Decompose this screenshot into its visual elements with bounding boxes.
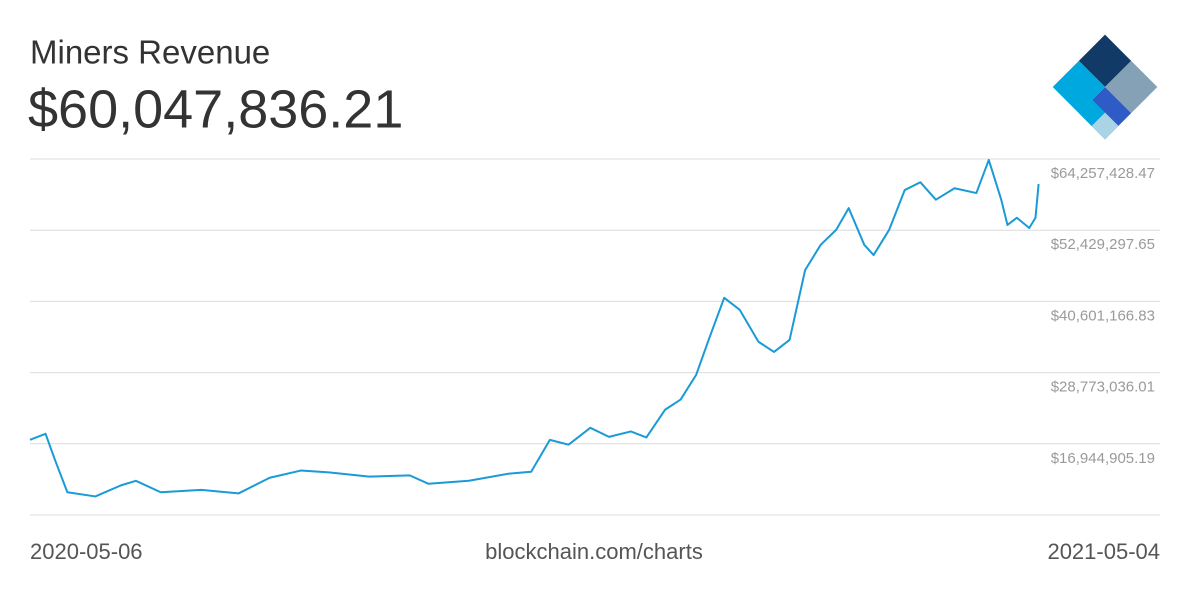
x-tick-label: 2020-05-06 (30, 539, 143, 564)
source-label: blockchain.com/charts (485, 539, 703, 564)
y-tick-label: $16,944,905.19 (1051, 450, 1155, 467)
y-tick-label: $52,429,297.65 (1051, 236, 1155, 253)
chart-title: Miners Revenue (30, 34, 270, 71)
headline-value: $60,047,836.21 (28, 79, 403, 139)
y-tick-label: $64,257,428.47 (1051, 165, 1155, 182)
data-line (29, 158, 1040, 498)
x-tick-label: 2021-05-04 (1047, 539, 1160, 564)
logo (1052, 34, 1158, 140)
y-tick-label: $40,601,166.83 (1051, 307, 1155, 324)
y-tick-label: $28,773,036.01 (1051, 379, 1155, 396)
